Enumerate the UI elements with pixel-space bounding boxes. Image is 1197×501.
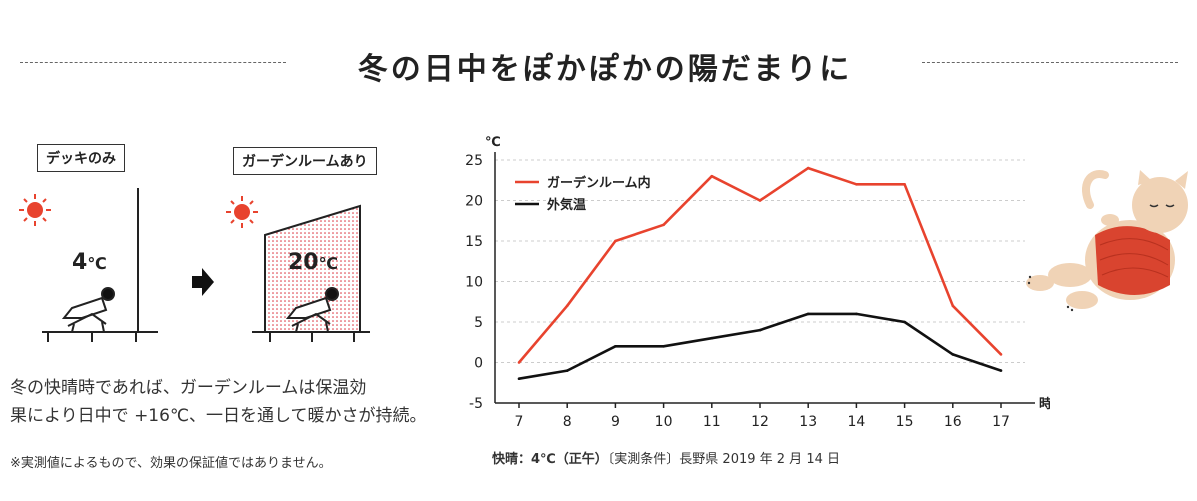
y-tick-label: 10 (465, 275, 483, 291)
data-point (855, 312, 858, 316)
deck-label: デッキのみ (37, 144, 125, 172)
y-tick-label: 20 (465, 194, 483, 210)
data-point (614, 239, 617, 243)
data-point (903, 183, 906, 186)
data-point (710, 336, 714, 340)
caption-bold: 快晴：4℃（正午） (492, 452, 608, 467)
garden-room-temperature: 20℃ (288, 250, 338, 275)
y-tick-label: 0 (474, 356, 483, 372)
sun-icon (226, 196, 258, 228)
description-line: 冬の快晴時であれば、ガーデンルームは保温効 (10, 378, 367, 398)
x-tick-label: 7 (515, 414, 524, 430)
page-title: 冬の日中をぽかぽかの陽だまりに (357, 52, 853, 87)
data-point (710, 174, 714, 178)
garden-room-label: ガーデンルームあり (233, 147, 377, 175)
x-tick-label: 8 (563, 414, 572, 430)
data-point (662, 345, 665, 348)
caption-conditions: 〔実測条件〕長野県 2019 年 2 月 14 日 (607, 452, 840, 467)
data-point (806, 166, 810, 170)
garden-room-structure (252, 204, 370, 342)
sun-icon (19, 194, 51, 226)
header-right-divider (922, 62, 1178, 63)
data-point (951, 353, 955, 356)
y-tick-label: 15 (465, 234, 483, 250)
x-tick-label: 12 (751, 414, 769, 430)
legend-label: 外気温 (546, 197, 586, 213)
y-tick-label: 25 (465, 153, 483, 169)
data-point (999, 353, 1003, 356)
x-tick-label: 17 (992, 414, 1010, 430)
data-point (855, 183, 858, 186)
description-line: 果により日中で +16℃、一日を通して暖かさが持続。 (10, 406, 427, 426)
legend-label: ガーデンルーム内 (547, 175, 651, 191)
data-point (758, 328, 762, 332)
data-point (999, 369, 1003, 372)
temperature-chart: 25 20 15 10 5 0 -5 7 8 9 10 11 12 13 14 15 16 17 ℃ 時 ガーデンルーム… (465, 135, 1050, 430)
x-tick-label: 11 (703, 414, 721, 430)
data-point (903, 320, 906, 324)
cat-illustration (1026, 170, 1188, 312)
data-point (758, 199, 762, 202)
x-tick-label: 15 (896, 414, 914, 430)
x-tick-label: 10 (655, 414, 673, 430)
x-tick-label: 14 (847, 414, 865, 430)
series-line (518, 312, 1002, 380)
data-point (565, 304, 569, 308)
chart-caption: 快晴：4℃（正午）〔実測条件〕長野県 2019 年 2 月 14 日 (492, 448, 840, 467)
data-point (614, 345, 617, 348)
x-tick-label: 16 (944, 414, 962, 430)
reclining-person-icon (285, 287, 339, 333)
data-point (806, 312, 810, 316)
header-left-divider (20, 62, 286, 63)
data-point (951, 304, 955, 308)
x-tick-label: 9 (611, 414, 620, 430)
x-tick-label: 13 (799, 414, 817, 430)
y-tick-label: -5 (469, 396, 483, 412)
y-tick-label: 5 (474, 315, 483, 331)
data-point (565, 369, 569, 372)
deck-structure (42, 188, 158, 342)
data-point (517, 377, 521, 380)
data-point (662, 223, 665, 227)
reclining-person-icon (61, 287, 115, 333)
illustration-graphics (19, 188, 370, 342)
series-line (518, 166, 1002, 364)
description: 冬の快晴時であれば、ガーデンルームは保温効 果により日中で +16℃、一日を通し… (10, 374, 430, 430)
y-unit-label: ℃ (485, 135, 501, 150)
data-point (517, 361, 521, 364)
disclaimer-note: ※実測値によるもので、効果の保証値ではありません。 (10, 456, 332, 471)
x-unit-label: 時 (1039, 396, 1050, 412)
deck-temperature: 4℃ (72, 250, 107, 275)
arrow-right-icon (192, 268, 214, 296)
